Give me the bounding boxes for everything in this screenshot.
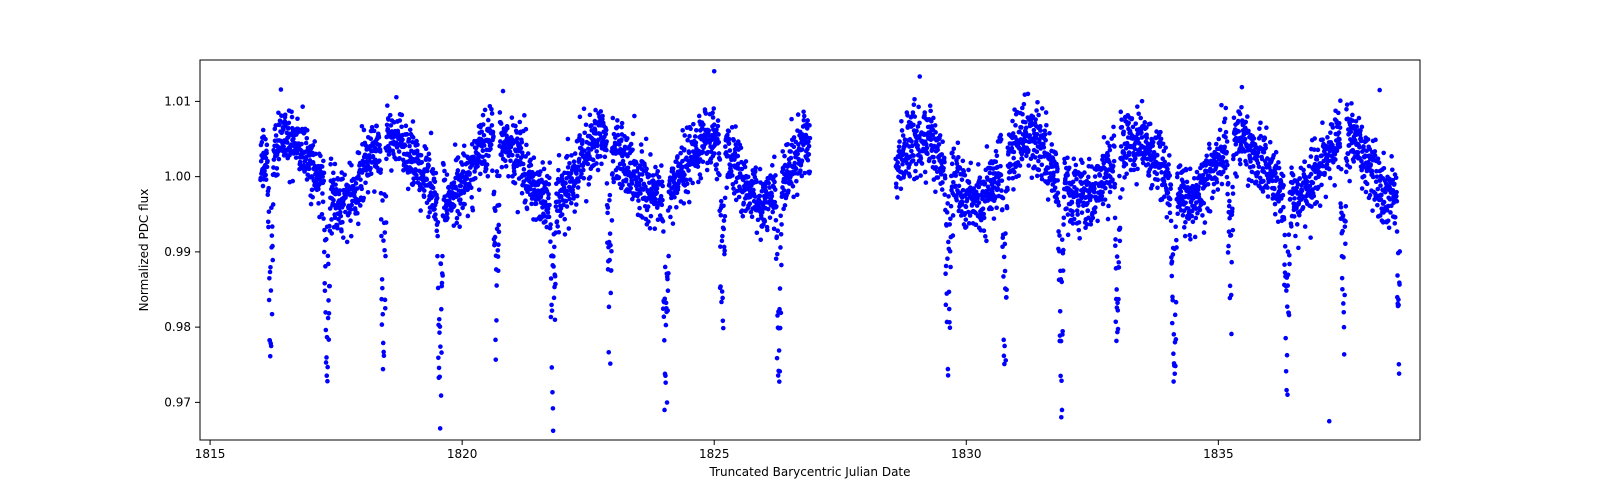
y-ticks: 0.97 0.98 0.99 1.00 1.01 — [164, 94, 200, 409]
x-tick-label: 1825 — [699, 447, 730, 461]
x-tick-label: 1820 — [447, 447, 478, 461]
x-axis-label: Truncated Barycentric Julian Date — [708, 465, 910, 479]
y-tick-label: 0.98 — [164, 320, 191, 334]
x-tick-label: 1835 — [1203, 447, 1234, 461]
x-ticks: 1815 1820 1825 1830 1835 — [195, 440, 1234, 461]
x-tick-label: 1830 — [951, 447, 982, 461]
chart-svg: 1815 1820 1825 1830 1835 0.97 0.98 0.99 1.00 1.0… — [0, 0, 1600, 500]
x-tick-label: 1815 — [195, 447, 226, 461]
lightcurve-chart: 1815 1820 1825 1830 1835 0.97 0.98 0.99 1.00 1.0… — [0, 0, 1600, 500]
y-tick-label: 1.00 — [164, 170, 191, 184]
y-tick-label: 0.97 — [164, 395, 191, 409]
y-axis-label: Normalized PDC flux — [137, 189, 151, 312]
y-tick-label: 0.99 — [164, 245, 191, 259]
y-tick-label: 1.01 — [164, 94, 191, 108]
